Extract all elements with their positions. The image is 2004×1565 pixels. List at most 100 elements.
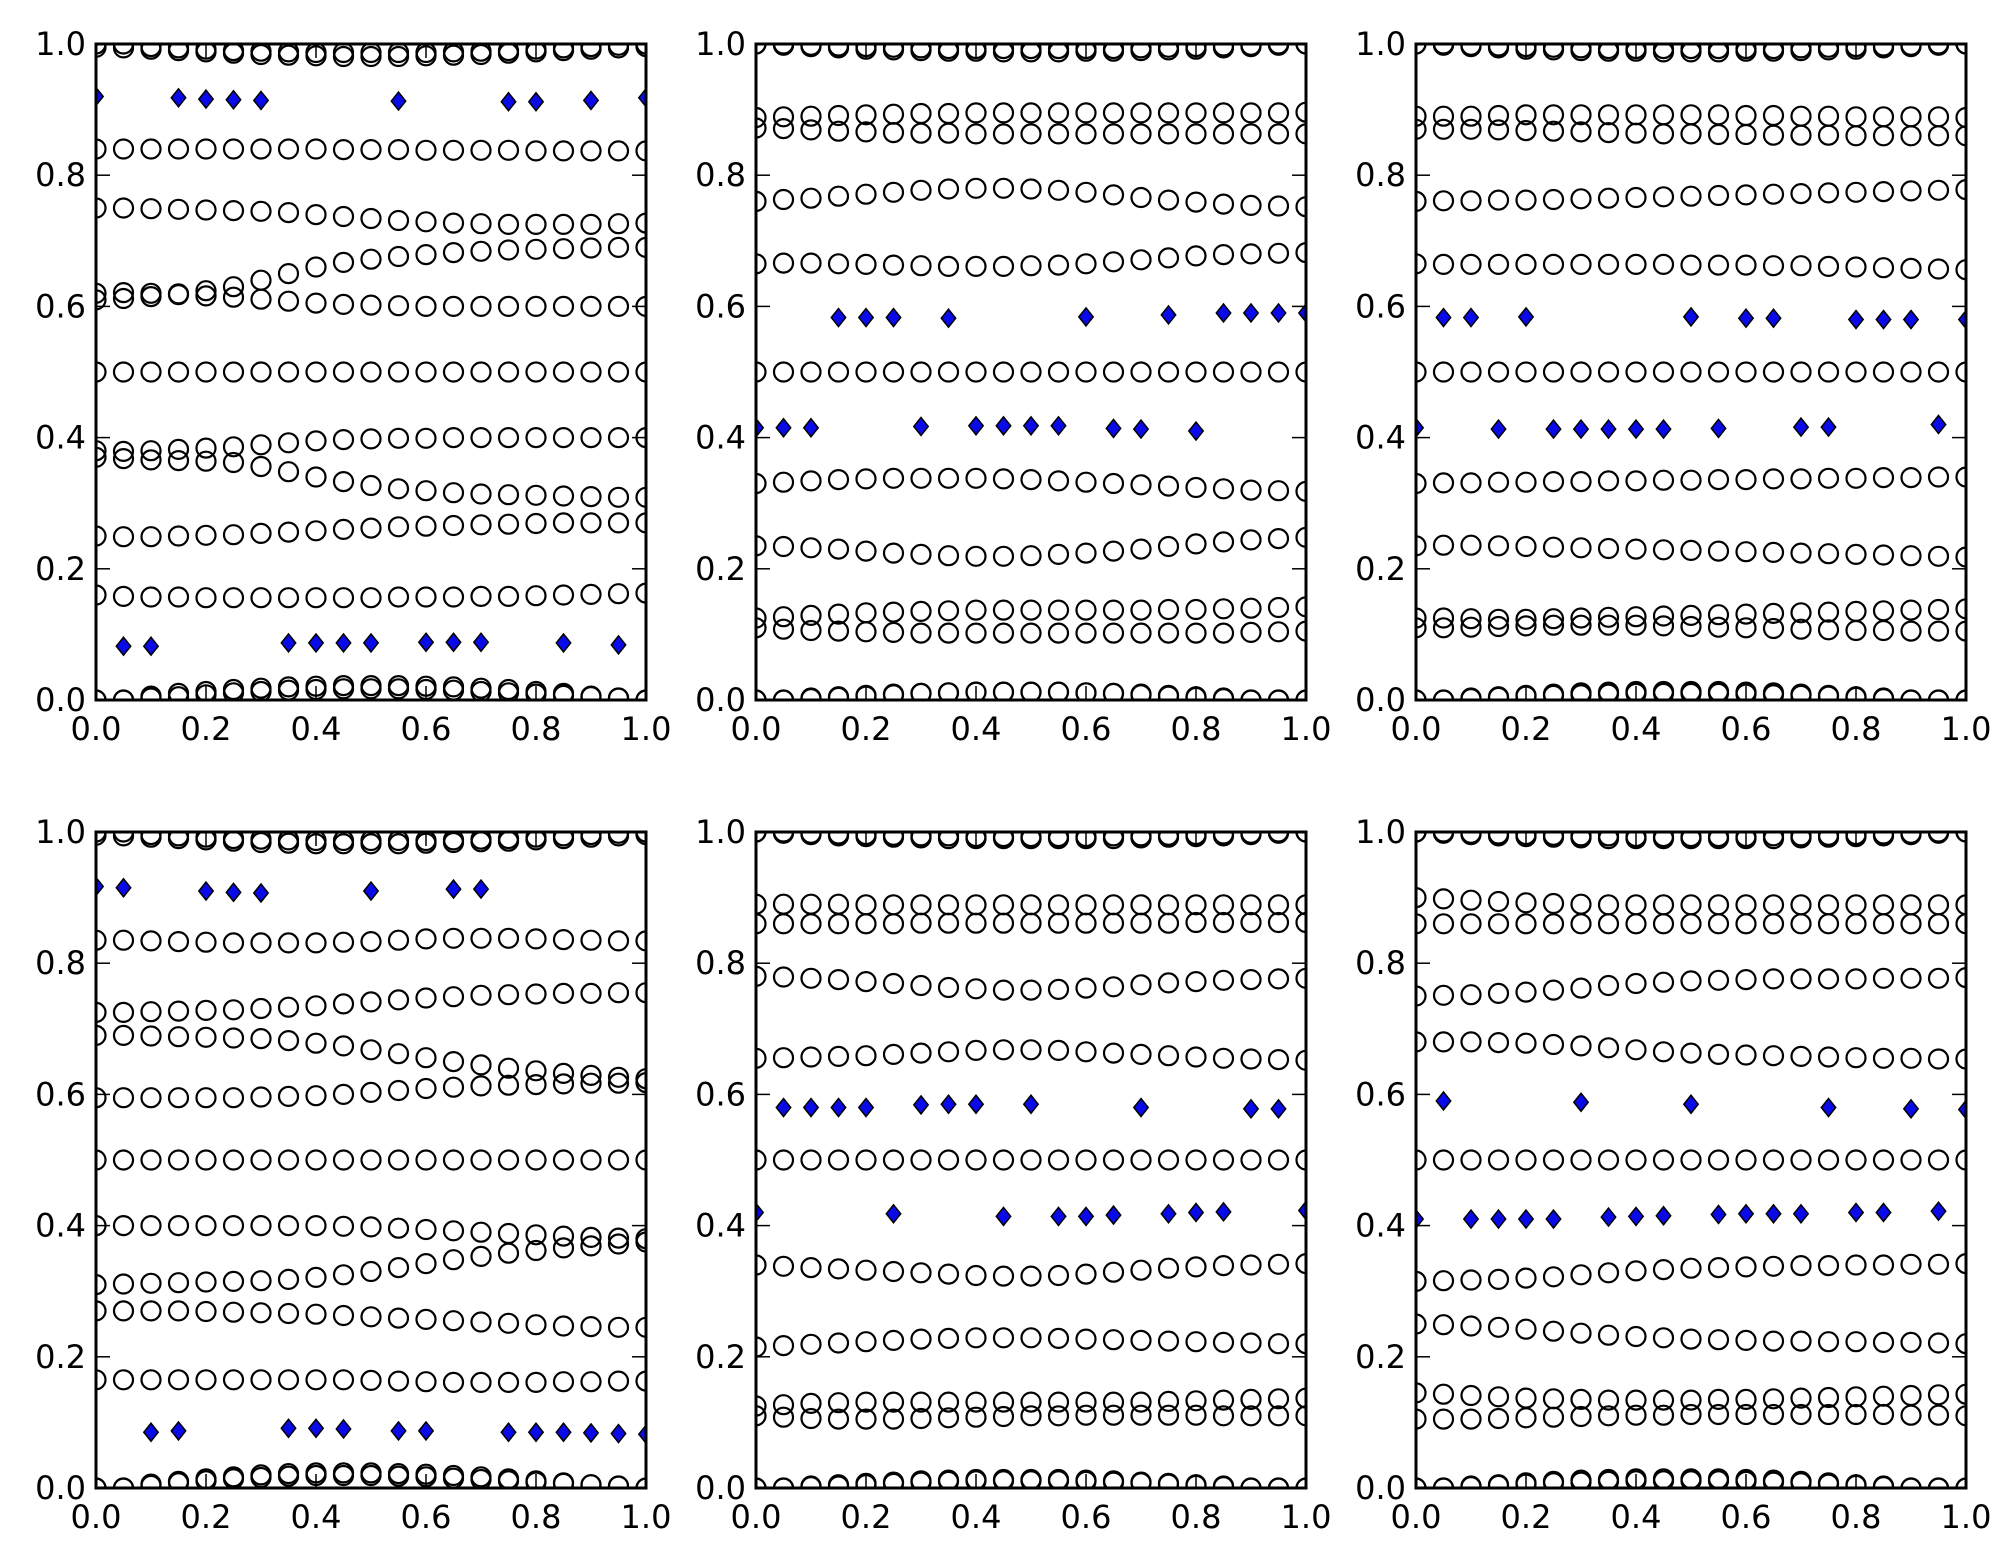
circle-point xyxy=(360,517,382,539)
x-tick-label: 1.0 xyxy=(1281,710,1332,748)
circle-series-5 xyxy=(756,1327,1306,1358)
circle-point xyxy=(1102,976,1125,998)
circle-point xyxy=(1515,615,1537,637)
circle-point xyxy=(1817,182,1840,204)
circle-point xyxy=(112,1087,135,1109)
circle-point xyxy=(1267,596,1290,619)
circle-point xyxy=(1542,614,1565,636)
diamond-point xyxy=(307,1418,325,1439)
circle-point xyxy=(580,1371,602,1393)
circle-point xyxy=(332,1369,355,1391)
circle-point xyxy=(1900,1253,1922,1275)
circle-point xyxy=(360,674,382,697)
circle-point xyxy=(140,1300,162,1322)
circle-point xyxy=(882,361,905,383)
circle-point xyxy=(1075,1041,1097,1063)
circle-point xyxy=(250,997,272,1020)
circle-point xyxy=(1570,614,1592,636)
circle-point xyxy=(195,832,217,848)
circle-point xyxy=(497,295,520,317)
circle-point xyxy=(1735,617,1757,639)
y-tick-label: 0.8 xyxy=(695,944,746,982)
circle-point xyxy=(992,979,1015,1001)
circle-point xyxy=(1432,1270,1455,1292)
diamond-point xyxy=(1517,1208,1535,1230)
circle-point xyxy=(1872,967,1895,989)
circle-point xyxy=(1157,44,1180,58)
circle-point xyxy=(1047,361,1070,383)
circle-point xyxy=(552,44,575,59)
circle-point xyxy=(1267,1477,1290,1488)
circle-point xyxy=(1542,608,1565,630)
circle-point xyxy=(1652,469,1675,491)
circle-point xyxy=(442,212,465,234)
circle-point xyxy=(1185,476,1207,499)
circle-point xyxy=(1597,1037,1620,1059)
circle-point xyxy=(1130,1149,1152,1171)
circle-series-7 xyxy=(756,361,1306,383)
circle-point xyxy=(1460,1315,1482,1337)
circle-point xyxy=(882,621,905,644)
diamond-point xyxy=(252,90,270,111)
circle-point xyxy=(1157,832,1180,846)
circle-point xyxy=(332,1304,355,1327)
circle-point xyxy=(140,1149,162,1171)
circle-point xyxy=(415,1308,437,1331)
x-tick-label: 1.0 xyxy=(621,710,672,748)
circle-point xyxy=(965,123,987,145)
diamond-point xyxy=(1792,416,1810,438)
circle-point xyxy=(855,602,877,624)
circle-series-5 xyxy=(96,446,646,508)
circle-point xyxy=(1735,1149,1757,1171)
circle-point xyxy=(167,438,190,460)
circle-point xyxy=(1432,472,1455,494)
circle-point xyxy=(112,448,135,470)
circle-point xyxy=(1515,913,1537,935)
circle-point xyxy=(1295,1405,1306,1427)
circle-point xyxy=(937,545,960,567)
circle-point xyxy=(580,44,602,58)
circle-series-4 xyxy=(1416,598,1966,630)
circle-point xyxy=(1680,615,1702,638)
y-tick-label: 1.0 xyxy=(1355,25,1406,63)
circle-point xyxy=(1295,911,1306,934)
circle-point xyxy=(635,361,646,383)
circle-point xyxy=(332,1462,355,1484)
circle-point xyxy=(1542,44,1565,58)
circle-point xyxy=(360,1369,382,1392)
diamond-point xyxy=(1050,415,1067,436)
circle-point xyxy=(360,1462,382,1484)
circle-point xyxy=(332,518,355,541)
circle-point xyxy=(855,183,877,205)
circle-point xyxy=(800,105,822,127)
circle-point xyxy=(937,1327,960,1350)
circle-point xyxy=(965,978,987,1000)
circle-point xyxy=(305,1266,327,1289)
circle-point xyxy=(470,927,492,949)
circle-point xyxy=(882,601,905,623)
circle-point xyxy=(387,478,410,500)
circle-series-4 xyxy=(1416,1382,1966,1411)
circle-point xyxy=(1157,1472,1180,1488)
circle-point xyxy=(772,106,795,128)
diamond-point xyxy=(335,632,352,654)
diamond-point xyxy=(995,415,1012,436)
circle-point xyxy=(360,587,382,609)
circle-point xyxy=(1927,832,1950,843)
circle-point xyxy=(855,468,877,490)
circle-point xyxy=(1625,104,1647,126)
diamond-point xyxy=(1105,1204,1122,1226)
circle-point xyxy=(1845,361,1867,383)
diamond-point xyxy=(1022,415,1040,436)
circle-point xyxy=(992,894,1015,916)
circle-point xyxy=(332,1083,355,1106)
circle-point xyxy=(1157,598,1180,621)
circle-point xyxy=(910,1262,932,1284)
circle-point xyxy=(965,361,987,383)
circle-point xyxy=(1240,1388,1262,1411)
circle-point xyxy=(497,213,520,235)
circle-point xyxy=(195,680,217,700)
circle-point xyxy=(1707,969,1730,991)
circle-point xyxy=(910,102,932,125)
circle-point xyxy=(800,537,822,559)
